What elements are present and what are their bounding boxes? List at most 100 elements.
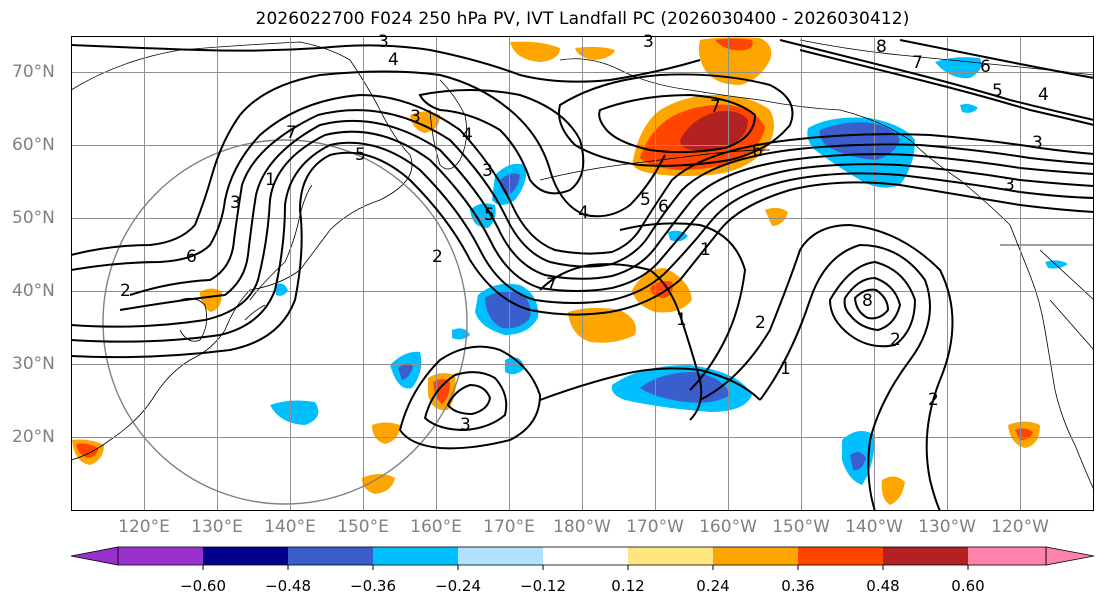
anomaly-east-pacific-blue-core <box>850 452 866 471</box>
contour-jet-3 <box>70 130 1095 328</box>
anomaly-dateline-orange <box>568 307 636 343</box>
contour-north-2 <box>418 89 585 195</box>
anomaly-east-orange-2 <box>881 476 905 505</box>
anomaly-scs-red <box>76 443 98 458</box>
colorbar-extend-low <box>70 546 119 566</box>
contour-low-1 <box>398 345 542 450</box>
anomaly-east-orange-3 <box>765 207 788 226</box>
map-frame <box>71 36 1094 511</box>
colorbar-tick-label: 0.12 <box>611 577 645 595</box>
colorbar-tick-label: 0.24 <box>696 577 730 595</box>
contour-label: 1 <box>676 310 687 330</box>
contour-label: 5 <box>640 190 651 210</box>
colorbar-tick-label: −0.60 <box>180 577 226 595</box>
colorbar-bin <box>883 547 968 565</box>
lon-label-140w: 140°W <box>845 517 903 537</box>
lon-label-120e: 120°E <box>118 517 170 537</box>
anomaly-arctic-red <box>715 38 753 51</box>
colorbar-tick-label: −0.48 <box>265 577 311 595</box>
contour-east-outer <box>699 223 954 512</box>
anomaly-arctic-orange-2 <box>510 41 560 62</box>
lon-label-160e: 160°E <box>410 517 462 537</box>
anomaly-kamchatka-blue <box>470 203 496 228</box>
contour-label: 5 <box>992 81 1003 101</box>
colorbar-tick-label: 0.36 <box>781 577 815 595</box>
contour-label: 6 <box>752 141 763 161</box>
lat-label-30n: 30°N <box>12 354 55 374</box>
lat-label-60n: 60°N <box>12 135 55 155</box>
contour-east-loop-2 <box>828 260 917 348</box>
contour-jet-4 <box>119 119 1095 311</box>
contour-jet-2 <box>70 141 1095 343</box>
colorbar-tick-label: −0.24 <box>435 577 481 595</box>
contour-jet-5 <box>129 109 1095 296</box>
contour-label: 7 <box>710 97 721 117</box>
map-title: 2026022700 F024 250 hPa PV, IVT Landfall… <box>255 9 910 29</box>
contour-label: 5 <box>484 205 495 225</box>
contour-label: 6 <box>186 247 197 267</box>
anomaly-west-coast-blue <box>1045 260 1068 269</box>
contour-outer-west <box>70 70 666 256</box>
contour-label: 2 <box>928 390 939 410</box>
lat-label-50n: 50°N <box>12 208 55 228</box>
contour-label: 3 <box>378 32 389 52</box>
contour-east-loop-4 <box>853 288 890 320</box>
contour-bering-loop-2 <box>598 93 757 154</box>
graticule <box>71 36 1094 511</box>
contour-label: 3 <box>460 415 471 435</box>
coast-japan <box>244 184 313 321</box>
coast-alaska <box>559 58 1011 226</box>
lon-label-160w: 160°W <box>699 517 757 537</box>
contour-label: 3 <box>643 32 654 52</box>
colorbar-bin <box>118 547 203 565</box>
lon-label-150w: 150°W <box>772 517 830 537</box>
contour-bering-loop <box>558 73 794 167</box>
colorbar-outline <box>117 546 1047 566</box>
range-circle <box>102 139 468 505</box>
contour-low-3 <box>446 383 492 416</box>
lat-label-70n: 70°N <box>12 62 55 82</box>
contour-jet-6 <box>70 93 1095 271</box>
contour-north-1 <box>70 44 701 83</box>
contour-label: 1 <box>265 170 276 190</box>
contour-label: 2 <box>755 313 766 333</box>
anomaly-japan-blue <box>275 283 288 296</box>
anomaly-okhotsk-orange <box>410 111 440 133</box>
contour-label: 3 <box>410 107 421 127</box>
contour-north-east-3 <box>899 39 1095 79</box>
anomaly-wpac-orange-2 <box>372 422 400 444</box>
colorbar-tick-label: 0.60 <box>951 577 985 595</box>
anomaly-arctic-orange <box>698 37 772 85</box>
colorbar-tick-label: −0.36 <box>350 577 396 595</box>
contour-central-2 <box>619 222 747 391</box>
lon-label-140e: 140°E <box>264 517 316 537</box>
contour-label: 4 <box>1038 85 1049 105</box>
colorbar-bin <box>373 547 458 565</box>
contour-label: 2 <box>432 247 443 267</box>
lat-label-20n: 20°N <box>12 427 55 447</box>
anomaly-wpac-orange-3 <box>362 474 395 494</box>
contour-label: 3 <box>230 193 241 213</box>
colorbar <box>70 546 1095 570</box>
contour-label: 6 <box>980 57 991 77</box>
ivt-contours <box>70 39 1095 512</box>
colorbar-tick-label: −0.12 <box>520 577 566 595</box>
anomaly-canada-blue-2 <box>960 104 978 113</box>
lon-label-130w: 130°W <box>918 517 976 537</box>
lon-label-170e: 170°E <box>483 517 535 537</box>
anomaly-bering-core <box>680 111 748 151</box>
coast-na-west <box>1009 224 1095 491</box>
colorbar-bin <box>798 547 883 565</box>
contour-north-east <box>779 39 1095 121</box>
lon-label-130e: 130°E <box>191 517 243 537</box>
contour-label: 8 <box>876 37 887 57</box>
coast-east-asia <box>70 41 413 461</box>
pv-anomaly-shading <box>72 37 1068 505</box>
anomaly-wpac-red-core <box>433 379 450 404</box>
anomaly-wpac-blue-2 <box>270 400 319 425</box>
anomaly-wpac-blue-4 <box>452 328 470 340</box>
contour-label: 4 <box>578 203 589 223</box>
colorbar-bin <box>628 547 713 565</box>
contour-east-loop-1 <box>759 243 931 512</box>
contour-label: 7 <box>912 53 923 73</box>
